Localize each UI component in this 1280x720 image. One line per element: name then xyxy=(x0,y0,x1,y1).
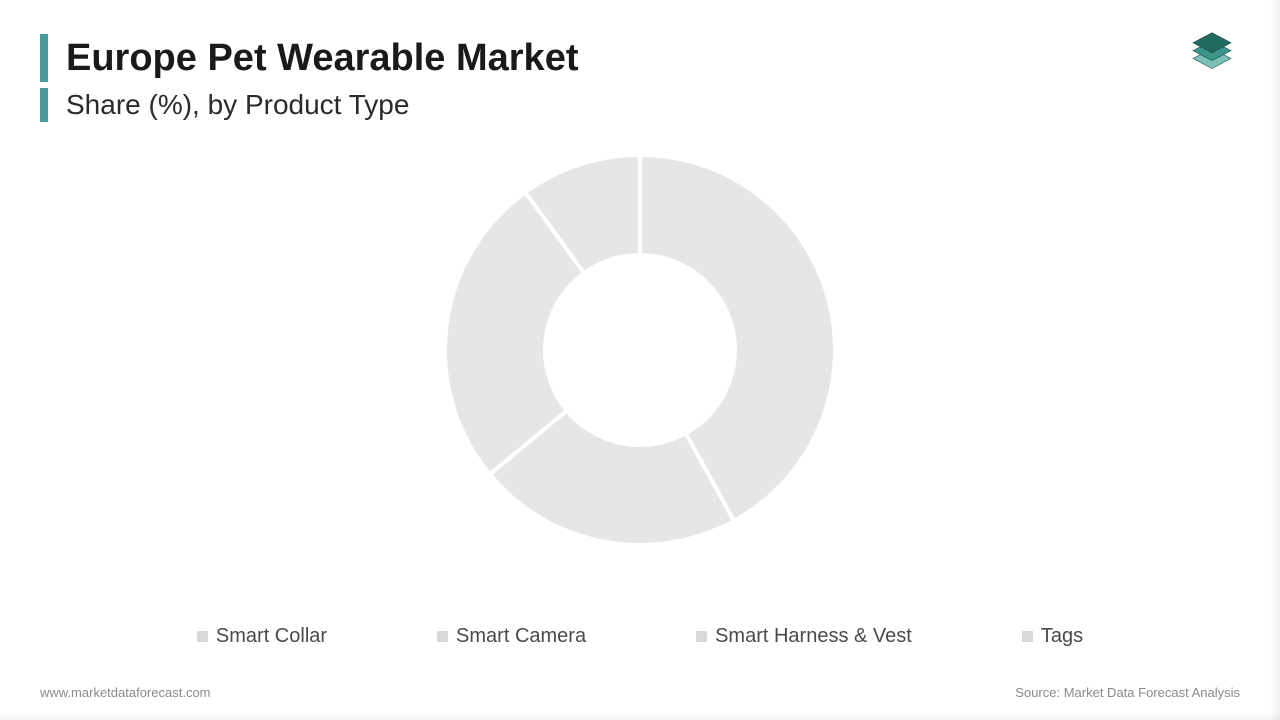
legend-item: Tags xyxy=(1022,625,1083,648)
legend-label: Tags xyxy=(1041,625,1083,648)
legend-marker-icon xyxy=(197,631,208,642)
chart-area xyxy=(0,150,1280,550)
subtitle-row: Share (%), by Product Type xyxy=(40,88,578,122)
accent-bar-subtitle xyxy=(40,88,48,122)
legend-label: Smart Camera xyxy=(456,625,586,648)
legend-marker-icon xyxy=(1022,631,1033,642)
legend-item: Smart Harness & Vest xyxy=(696,625,912,648)
accent-bar-title xyxy=(40,34,48,82)
title-row: Europe Pet Wearable Market xyxy=(40,34,578,82)
bottom-shadow xyxy=(0,712,1280,720)
edge-shadow xyxy=(1270,0,1280,720)
page-title: Europe Pet Wearable Market xyxy=(66,37,578,80)
brand-logo-icon xyxy=(1184,26,1240,82)
legend-label: Smart Harness & Vest xyxy=(715,625,912,648)
page-subtitle: Share (%), by Product Type xyxy=(66,89,409,121)
legend-item: Smart Camera xyxy=(437,625,586,648)
donut-chart xyxy=(440,150,840,550)
legend-marker-icon xyxy=(437,631,448,642)
legend-item: Smart Collar xyxy=(197,625,327,648)
legend-marker-icon xyxy=(696,631,707,642)
legend-label: Smart Collar xyxy=(216,625,327,648)
legend: Smart Collar Smart Camera Smart Harness & … xyxy=(0,625,1280,648)
footer-source: Source: Market Data Forecast Analysis xyxy=(1015,685,1240,700)
header: Europe Pet Wearable Market Share (%), by… xyxy=(40,34,578,122)
footer-url: www.marketdataforecast.com xyxy=(40,685,211,700)
